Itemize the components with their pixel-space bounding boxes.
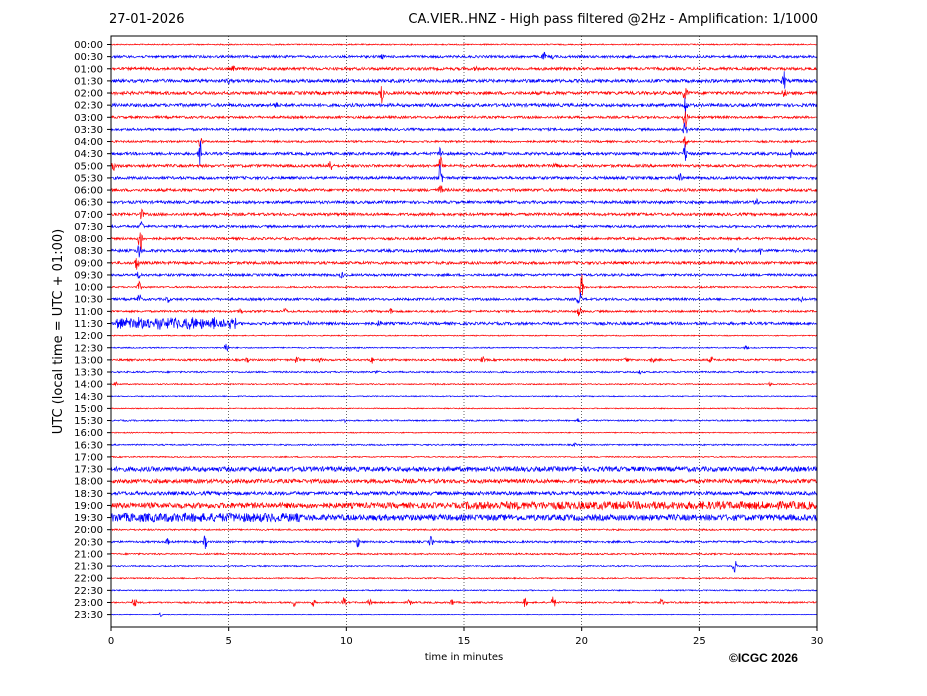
y-tick-label: 12:00 [74,331,103,342]
trace-18:00 [110,477,818,485]
y-tick-label: 11:00 [74,307,103,318]
trace-10:30 [110,292,818,304]
y-tick-label: 02:00 [74,89,103,100]
trace-20:30 [111,535,818,550]
trace-07:00 [110,208,818,220]
y-tick-label: 11:30 [74,319,103,330]
y-tick-label: 10:30 [74,295,103,306]
trace-00:30 [110,51,818,60]
x-tick-label-15: 15 [458,636,471,647]
x-tick-label-20: 20 [575,636,588,647]
trace-12:00 [110,334,818,337]
trace-00:00 [110,43,817,46]
y-tick-label: 20:30 [74,537,103,548]
y-tick-label: 16:30 [74,440,103,451]
y-tick-label: 02:30 [74,101,103,112]
trace-11:00 [110,307,818,317]
x-tick-label-10: 10 [340,636,353,647]
y-tick-label: 09:30 [74,270,103,281]
trace-12:30 [110,343,818,352]
y-tick-label: 13:00 [74,355,103,366]
y-tick-label: 17:00 [74,452,103,463]
y-tick-label: 10:00 [74,283,103,294]
y-tick-label: 12:30 [74,343,103,354]
y-tick-label: 18:00 [74,477,103,488]
x-ticks-group: 0 5 10 15 20 25 30 [108,627,824,647]
trace-20:00 [110,527,818,532]
y-tick-label: 14:30 [74,392,103,403]
x-tick-label-5: 5 [225,636,231,647]
y-tick-label: 17:30 [74,465,103,476]
y-tick-label: 01:00 [74,64,103,75]
trace-01:30 [110,71,818,89]
y-tick-label: 08:30 [74,246,103,257]
y-tick-label: 23:00 [74,598,103,609]
y-tick-label: 07:00 [74,210,103,221]
y-tick-label: 09:00 [74,258,103,269]
trace-11:30 [110,316,818,330]
y-tick-label: 14:00 [74,380,103,391]
y-tick-label: 13:30 [74,368,103,379]
y-tick-label: 15:00 [74,404,103,415]
trace-07:30 [110,220,818,229]
y-tick-label: 08:00 [74,234,103,245]
trace-03:30 [110,122,818,134]
trace-08:30 [110,245,818,258]
trace-22:30 [110,588,818,592]
trace-17:30 [110,465,818,473]
trace-22:00 [110,576,818,580]
trace-03:00 [110,111,818,128]
y-tick-label: 19:00 [74,501,103,512]
y-axis-label: UTC (local time = UTC + 01:00) [51,229,66,434]
y-tick-label: 06:00 [74,186,103,197]
y-tick-label: 05:00 [74,161,103,172]
trace-09:30 [110,271,818,279]
copyright-label: ©ICGC 2026 [729,651,798,665]
x-tick-label-0: 0 [108,636,114,647]
trace-10:00 [110,274,818,296]
trace-21:00 [110,552,818,556]
y-tick-label: 21:30 [74,562,103,573]
y-tick-label: 05:30 [74,173,103,184]
trace-23:00 [110,596,818,608]
y-tick-label: 22:00 [74,574,103,585]
x-axis-label: time in minutes [425,652,504,663]
y-tick-label: 01:30 [74,76,103,87]
x-tick-label-30: 30 [811,636,824,647]
grid-group [228,36,700,627]
y-tick-label: 21:00 [74,549,103,560]
y-tick-label: 23:30 [74,610,103,621]
y-tick-label: 15:30 [74,416,103,427]
trace-02:30 [110,97,818,117]
trace-02:00 [110,86,818,104]
trace-21:30 [111,560,818,573]
trace-19:30 [110,512,818,523]
chart-title: CA.VIER..HNZ - High pass filtered @2Hz -… [408,12,818,27]
y-tick-label: 04:00 [74,137,103,148]
trace-05:30 [110,164,818,183]
y-tick-label: 03:00 [74,113,103,124]
y-tick-label: 06:30 [74,198,103,209]
y-tick-label: 04:30 [74,149,103,160]
trace-23:30 [110,612,817,618]
y-tick-label: 00:30 [74,52,103,63]
trace-08:00 [110,232,818,251]
plot-frame [110,35,818,628]
y-tick-label: 00:00 [74,40,103,51]
y-tick-label: 18:30 [74,489,103,500]
y-tick-label: 22:30 [74,586,103,597]
trace-13:30 [110,370,818,375]
trace-14:00 [110,381,817,387]
y-tick-label: 20:00 [74,525,103,536]
y-tick-label: 07:30 [74,222,103,233]
y-tick-label: 16:00 [74,428,103,439]
trace-19:00 [110,500,818,511]
chart-date: 27-01-2026 [109,12,185,27]
y-tick-label: 03:30 [74,125,103,136]
x-tick-label-25: 25 [693,636,706,647]
y-tick-label: 19:30 [74,513,103,524]
